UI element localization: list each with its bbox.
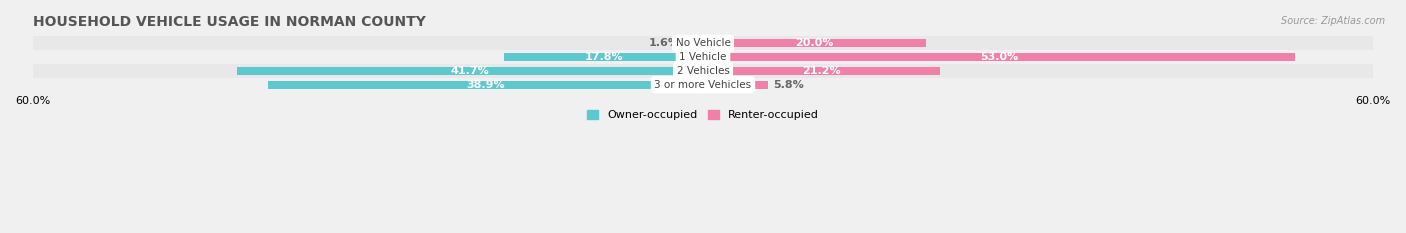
- Text: HOUSEHOLD VEHICLE USAGE IN NORMAN COUNTY: HOUSEHOLD VEHICLE USAGE IN NORMAN COUNTY: [32, 15, 426, 29]
- Text: 5.8%: 5.8%: [773, 80, 804, 90]
- Legend: Owner-occupied, Renter-occupied: Owner-occupied, Renter-occupied: [582, 106, 824, 125]
- Bar: [32, 78, 1374, 92]
- Text: No Vehicle: No Vehicle: [675, 38, 731, 48]
- Bar: [32, 50, 1374, 64]
- Bar: [703, 67, 939, 75]
- Bar: [703, 39, 927, 48]
- Text: 21.2%: 21.2%: [801, 66, 841, 76]
- Bar: [269, 81, 703, 89]
- Text: 41.7%: 41.7%: [451, 66, 489, 76]
- Text: 53.0%: 53.0%: [980, 52, 1018, 62]
- Text: 3 or more Vehicles: 3 or more Vehicles: [654, 80, 752, 90]
- Text: 20.0%: 20.0%: [796, 38, 834, 48]
- Text: 2 Vehicles: 2 Vehicles: [676, 66, 730, 76]
- Bar: [238, 67, 703, 75]
- Text: 17.8%: 17.8%: [585, 52, 623, 62]
- Bar: [703, 81, 768, 89]
- Bar: [32, 64, 1374, 78]
- Bar: [505, 53, 703, 61]
- Text: 1.6%: 1.6%: [648, 38, 679, 48]
- Text: 38.9%: 38.9%: [467, 80, 505, 90]
- Bar: [685, 39, 703, 48]
- Text: Source: ZipAtlas.com: Source: ZipAtlas.com: [1281, 16, 1385, 26]
- Bar: [32, 36, 1374, 50]
- Bar: [703, 53, 1295, 61]
- Text: 1 Vehicle: 1 Vehicle: [679, 52, 727, 62]
